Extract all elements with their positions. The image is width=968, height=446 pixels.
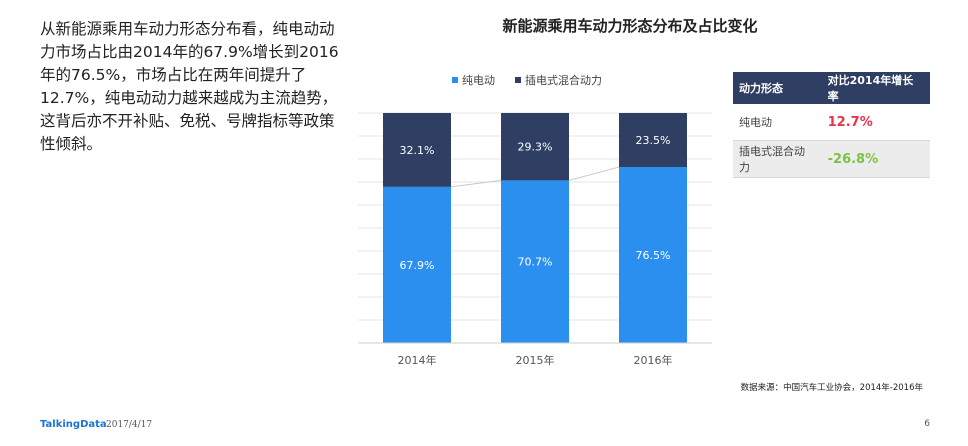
bar-segment	[501, 180, 569, 343]
legend-label-bev: 纯电动	[462, 74, 495, 87]
x-tick-label: 2014年	[398, 353, 437, 367]
table-cell-growth: 12.7%	[821, 104, 930, 141]
bar-segment	[383, 186, 451, 343]
table-row: 纯电动 12.7%	[733, 104, 930, 141]
intro-text: 从新能源乘用车动力形态分布看，纯电动动力市场占比由2014年的67.9%增长到2…	[40, 20, 339, 153]
table-header-row: 动力形态 对比2014年增长率	[733, 72, 930, 104]
bar-data-label: 70.7%	[518, 256, 553, 269]
bar-data-label: 67.9%	[400, 259, 435, 272]
chart-title: 新能源乘用车动力形态分布及占比变化	[502, 17, 758, 35]
bar-data-label: 29.3%	[518, 141, 553, 154]
legend-item-bev: 纯电动	[452, 72, 495, 88]
legend-swatch-phev	[515, 77, 521, 83]
chart-legend: 纯电动 插电式混合动力	[452, 72, 602, 88]
data-source: 数据来源：中国汽车工业协会，2014年-2016年	[740, 383, 923, 393]
table-cell-growth: -26.8%	[821, 140, 930, 178]
table-row: 插电式混合动力 -26.8%	[733, 140, 930, 178]
comparison-table: 动力形态 对比2014年增长率 纯电动 12.7% 插电式混合动力 -26.8%	[733, 72, 930, 178]
legend-label-phev: 插电式混合动力	[525, 74, 602, 87]
table-cell-type: 纯电动	[733, 104, 822, 141]
trend-connector	[568, 166, 620, 181]
bar-segment	[383, 113, 451, 187]
stacked-bar-chart: 67.9% 32.1% 2014年 70.7% 29.3% 2015年 76.5% 23.5%…	[358, 112, 712, 367]
table-header-growth: 对比2014年增长率	[821, 72, 930, 104]
legend-swatch-bev	[452, 77, 458, 83]
x-tick-label: 2016年	[634, 353, 673, 367]
bar-segment	[619, 113, 687, 168]
talkingdata-logo: TalkingData	[40, 419, 107, 430]
footer-date: 2017/4/17	[106, 420, 153, 430]
bar-segment	[619, 167, 687, 343]
table-header-type: 动力形态	[733, 72, 822, 104]
bar-data-label: 23.5%	[636, 134, 671, 147]
bar-segment	[501, 113, 569, 181]
bar-data-label: 76.5%	[636, 249, 671, 262]
legend-item-phev: 插电式混合动力	[515, 72, 602, 88]
page-number: 6	[924, 419, 930, 429]
x-tick-label: 2015年	[516, 353, 555, 367]
table-cell-type: 插电式混合动力	[733, 140, 822, 178]
bar-data-label: 32.1%	[400, 144, 435, 157]
trend-connector	[450, 179, 502, 188]
